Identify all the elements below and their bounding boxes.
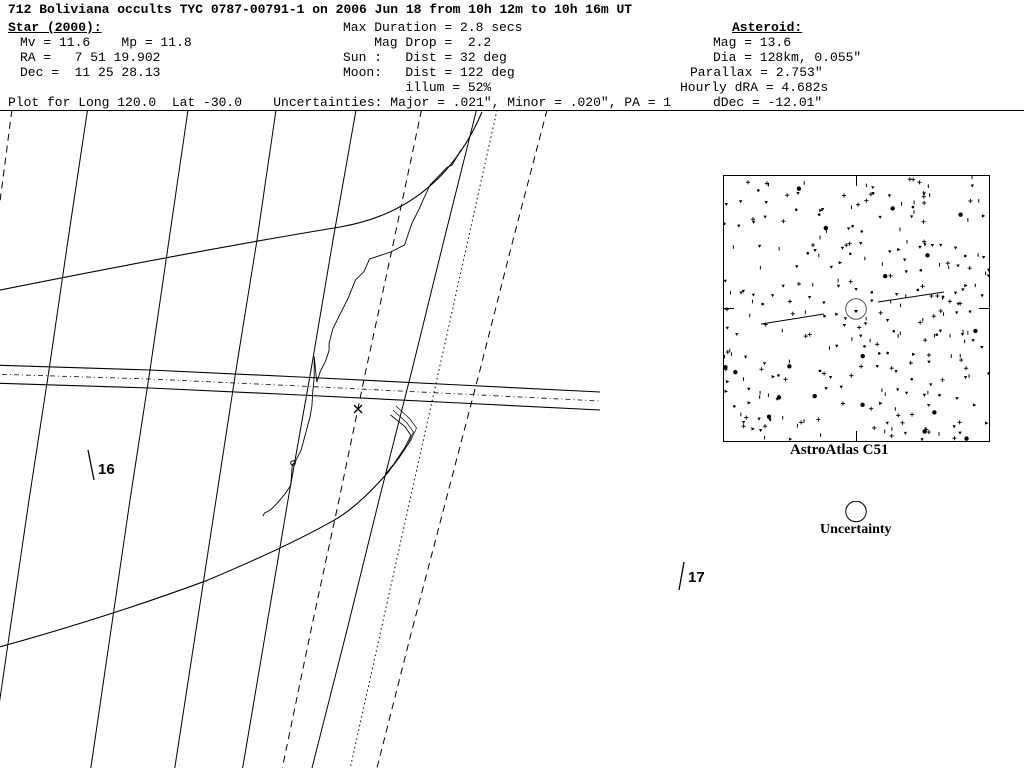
svg-text:16: 16 (98, 461, 115, 478)
svg-text:17: 17 (688, 569, 705, 586)
